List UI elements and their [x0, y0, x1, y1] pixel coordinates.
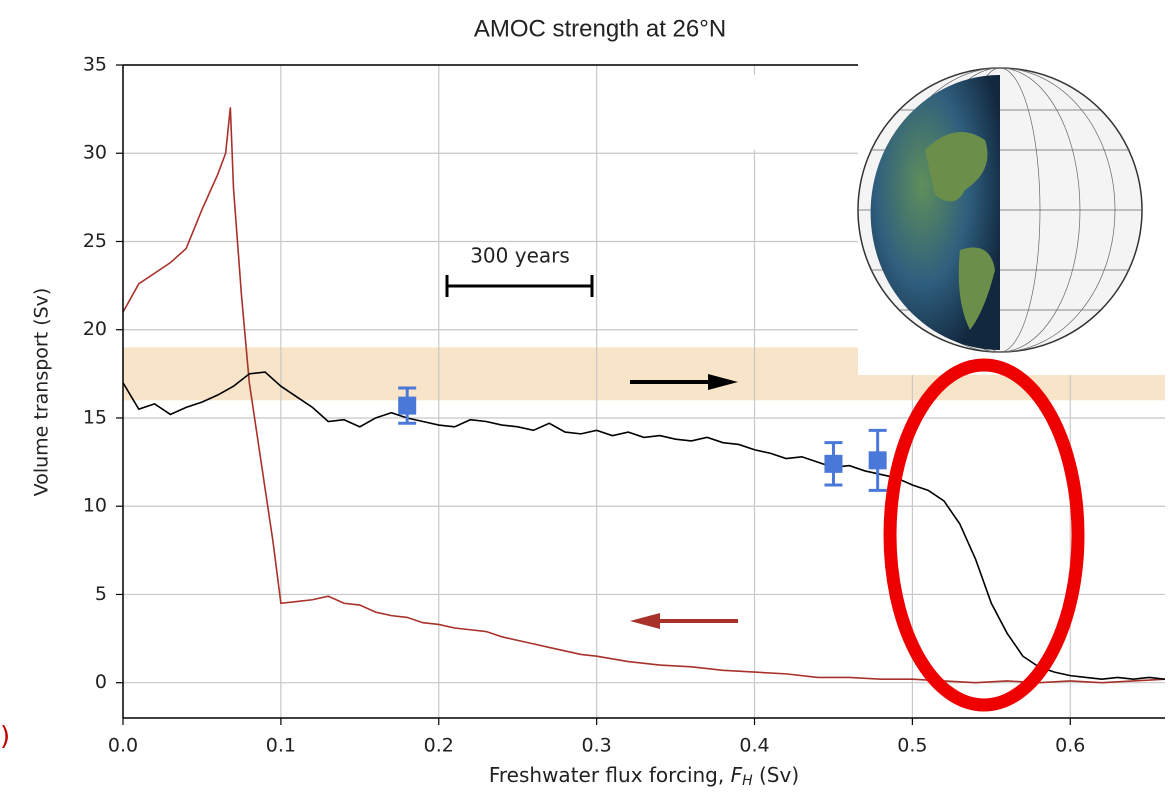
forward-arrow: [630, 374, 738, 390]
observation-point: [398, 396, 417, 415]
x-tick-label: 0.5: [897, 735, 927, 757]
series-line: [123, 371, 1165, 680]
scale-bar-label: 300 years: [470, 244, 570, 268]
x-tick-label: 0.2: [424, 735, 454, 757]
y-tick-label: 30: [83, 142, 107, 164]
y-tick-label: 35: [83, 54, 107, 76]
backward-arrow: [630, 613, 738, 629]
x-axis-label: Freshwater flux forcing, FH (Sv): [489, 763, 799, 790]
y-tick-label: 15: [83, 406, 107, 428]
stray-label: ): [0, 722, 10, 752]
y-tick-label: 25: [83, 230, 107, 252]
observation-point: [824, 454, 843, 473]
globe-land: [925, 132, 995, 330]
y-tick-label: 5: [95, 583, 107, 605]
x-label-text: Freshwater flux forcing,: [489, 763, 731, 787]
x-label-sub: H: [742, 773, 753, 789]
y-tick-label: 0: [95, 671, 107, 693]
observation-point: [868, 451, 887, 470]
x-tick-label: 0.0: [108, 735, 138, 757]
scale-bar: [445, 275, 594, 297]
x-label-unit: (Sv): [753, 763, 800, 787]
x-tick-label: 0.3: [582, 735, 612, 757]
x-tick-label: 0.6: [1055, 735, 1085, 757]
legend-blank: [640, 75, 858, 150]
series-group: [123, 107, 1165, 684]
highlight-ellipse: [883, 358, 1085, 712]
arrow-head: [630, 613, 660, 629]
y-tick-label: 20: [83, 318, 107, 340]
globe: [857, 67, 1143, 353]
x-tick-label: 0.1: [266, 735, 296, 757]
y-tick-label: 10: [83, 495, 107, 517]
arrow-head: [708, 374, 738, 390]
series-line: [123, 107, 1165, 684]
x-tick-label: 0.4: [739, 735, 769, 757]
x-label-var: F: [731, 763, 743, 787]
chart-title: AMOC strength at 26°N: [474, 15, 726, 42]
y-axis-label: Volume transport (Sv): [31, 288, 53, 497]
